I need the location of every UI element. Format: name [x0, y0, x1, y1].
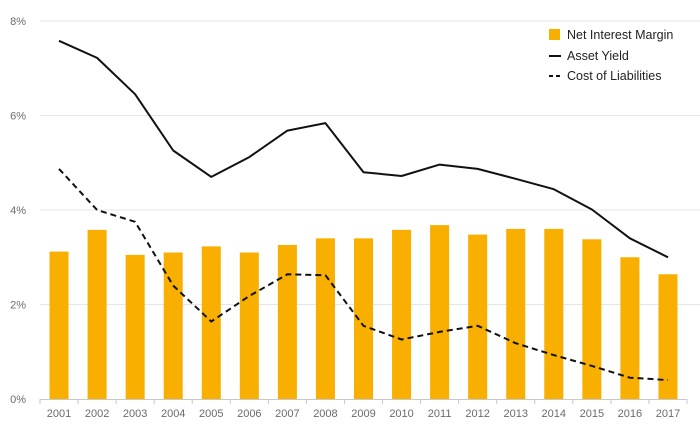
y-tick-label: 6%: [10, 111, 26, 123]
x-tick-label: 2012: [465, 408, 489, 420]
legend-label-asset-yield: Asset Yield: [567, 49, 629, 63]
x-tick-label: 2017: [656, 408, 680, 420]
bar: [544, 228, 564, 399]
bar: [239, 252, 259, 399]
axis-layer: 2001 2002 2003 2004 2005 2006 2007 2008 2009 2010…: [39, 399, 688, 420]
legend-label-cost-of-liabilities: Cost of Liabilities: [567, 69, 662, 83]
asset-yield-line: [58, 39, 669, 259]
lines-layer: [58, 39, 669, 382]
x-tick-label: 2002: [85, 408, 109, 420]
x-tick-label: 2010: [389, 408, 413, 420]
x-tick-label: 2001: [47, 408, 71, 420]
y-tick-label: 4%: [10, 205, 26, 217]
x-tick-label: 2016: [618, 408, 642, 420]
x-tick-label: 2014: [542, 408, 566, 420]
x-tick-label: 2004: [161, 408, 185, 420]
bar: [49, 251, 69, 399]
y-tick-label: 8%: [10, 16, 26, 28]
x-tick-label: 2009: [351, 408, 375, 420]
x-tick-label: 2011: [428, 408, 452, 420]
x-tick-label: 2005: [199, 408, 223, 420]
bars-layer: [49, 225, 678, 399]
bar: [392, 229, 412, 399]
x-tick-label: 2008: [313, 408, 337, 420]
bar: [582, 239, 602, 399]
bar: [125, 254, 145, 399]
bar: [430, 225, 450, 399]
bar: [277, 244, 297, 399]
bar: [658, 274, 678, 399]
legend: Net Interest Margin Asset Yield Cost of …: [549, 28, 673, 83]
x-tick-label: 2015: [580, 408, 604, 420]
bar: [353, 238, 374, 399]
cost-of-liabilities-line: [58, 168, 669, 382]
legend-swatch-net-interest-margin: [549, 29, 560, 40]
y-tick-label: 0%: [10, 394, 26, 406]
x-tick-label: 2013: [503, 408, 527, 420]
legend-label-net-interest-margin: Net Interest Margin: [567, 28, 673, 42]
bar: [201, 246, 221, 399]
bar: [468, 234, 488, 399]
bar: [620, 257, 640, 399]
x-tick-label: 2003: [123, 408, 147, 420]
bar: [506, 228, 526, 399]
bar: [87, 229, 107, 399]
bar: [163, 252, 183, 399]
bar: [315, 238, 335, 399]
y-tick-label: 2%: [10, 300, 26, 312]
x-tick-label: 2006: [237, 408, 261, 420]
x-tick-label: 2007: [275, 408, 299, 420]
